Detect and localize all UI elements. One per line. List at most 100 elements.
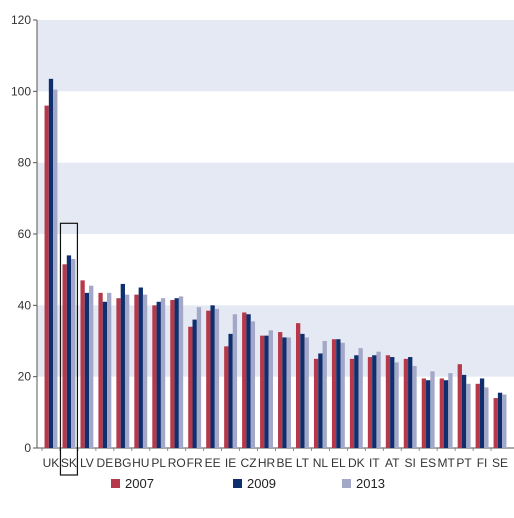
bar-EE-2009 — [210, 305, 215, 448]
bar-CZ-2013 — [250, 321, 256, 448]
grid-band — [37, 20, 514, 92]
bar-AT-2013 — [394, 362, 399, 448]
bar-UK-2013 — [53, 89, 58, 449]
x-tick-label: DK — [348, 456, 365, 470]
bar-LT-2013 — [304, 337, 309, 448]
bar-CZ-2007 — [242, 312, 247, 448]
bar-NL-2009 — [318, 353, 323, 448]
x-tick-label: EL — [331, 456, 346, 470]
x-tick-label: UK — [43, 456, 60, 470]
x-tick-label: SE — [492, 456, 508, 470]
bar-SE-2013 — [502, 394, 507, 448]
bar-DE-2009 — [102, 301, 108, 448]
legend-swatch-2013 — [342, 479, 351, 488]
highlight-box — [59, 222, 79, 476]
legend: 2007 2009 2013 — [111, 476, 385, 491]
bar-FI-2007 — [475, 383, 480, 448]
y-tick-label: 120 — [11, 13, 31, 27]
bar-LT-2007 — [295, 323, 301, 448]
bar-EL-2007 — [331, 339, 337, 448]
bar-HU-2009 — [138, 287, 143, 448]
bar-UK-2007 — [44, 105, 49, 448]
bar-SK-2013 — [71, 258, 76, 448]
bar-EL-2013 — [340, 342, 345, 448]
bar-IT-2013 — [376, 351, 381, 448]
bar-SI-2009 — [408, 357, 413, 448]
bar-PL-2009 — [156, 301, 161, 448]
bar-PT-2009 — [461, 374, 467, 448]
x-tick-label: FR — [187, 456, 203, 470]
bar-IE-2009 — [228, 333, 233, 448]
bar-FR-2007 — [188, 326, 193, 448]
bar-SE-2007 — [493, 398, 498, 448]
bar-ES-2009 — [426, 380, 431, 448]
bar-HU-2007 — [134, 294, 139, 448]
legend-label-2009: 2009 — [247, 476, 276, 491]
x-tick-label: IT — [369, 456, 380, 470]
bar-PT-2013 — [466, 383, 471, 448]
y-tick-label: 80 — [18, 156, 32, 170]
legend-swatch-2007 — [111, 479, 120, 488]
x-tick-label: MT — [437, 456, 455, 470]
y-tick-label: 100 — [11, 84, 31, 98]
bar-MT-2013 — [448, 373, 453, 448]
x-tick-label: RO — [168, 456, 186, 470]
bar-EL-2009 — [336, 339, 341, 448]
y-tick-label: 0 — [24, 441, 31, 455]
bar-NL-2007 — [313, 358, 319, 448]
legend-swatch-2009 — [233, 479, 242, 488]
bar-BG-2013 — [124, 294, 130, 448]
bar-RO-2013 — [178, 296, 184, 448]
x-tick-label: SI — [405, 456, 416, 470]
bar-FI-2009 — [479, 378, 485, 448]
x-tick-label: CZ — [241, 456, 257, 470]
bar-HR-2009 — [264, 335, 269, 448]
bar-RO-2009 — [174, 298, 179, 448]
x-tick-label: AT — [385, 456, 400, 470]
bar-BG-2009 — [120, 283, 125, 448]
x-axis-labels: UK SK LV DE BG HU PL RO FR EE IE CZ HR BE LT NL EL DK IT AT… — [43, 456, 508, 470]
bar-NL-2013 — [322, 341, 327, 448]
y-tick-label: 20 — [18, 370, 32, 384]
bars — [41, 78, 507, 451]
bar-BE-2013 — [286, 337, 291, 448]
bar-IE-2013 — [232, 314, 238, 448]
legend-label-2013: 2013 — [356, 476, 385, 491]
bar-MT-2009 — [443, 380, 449, 448]
bar-SK-2007 — [62, 264, 67, 448]
x-tick-label: SK — [61, 456, 77, 470]
bar-EE-2013 — [214, 308, 220, 448]
bar-UK-2009 — [48, 78, 54, 448]
x-tick-label: EE — [205, 456, 221, 470]
bar-HR-2013 — [268, 330, 273, 448]
bar-DE-2007 — [98, 292, 103, 448]
bar-FR-2009 — [192, 319, 197, 448]
y-tick-label: 40 — [18, 298, 32, 312]
x-tick-label: ES — [420, 456, 436, 470]
bar-BE-2007 — [278, 332, 283, 448]
bar-HR-2007 — [260, 335, 265, 448]
bar-HU-2013 — [142, 294, 148, 448]
bar-RO-2007 — [170, 299, 175, 448]
grid-bands — [37, 20, 514, 377]
bar-AT-2007 — [385, 355, 391, 448]
x-tick-label: IE — [225, 456, 236, 470]
bar-DK-2013 — [358, 348, 363, 448]
legend-label-2007: 2007 — [125, 476, 154, 491]
bar-ES-2013 — [430, 371, 435, 448]
x-tick-label: HR — [258, 456, 276, 470]
bar-IT-2009 — [372, 355, 377, 448]
x-tick-label: NL — [313, 456, 329, 470]
bar-DK-2009 — [354, 355, 359, 448]
bar-IE-2007 — [224, 346, 229, 448]
bar-SI-2013 — [412, 365, 417, 448]
x-tick-label: PL — [151, 456, 166, 470]
bar-SK-2009 — [66, 255, 72, 448]
bar-MT-2007 — [439, 378, 444, 448]
x-tick-label: BE — [276, 456, 292, 470]
x-tick-label: DE — [97, 456, 114, 470]
bar-IT-2007 — [367, 357, 373, 448]
bar-PL-2007 — [152, 305, 157, 448]
bar-LV-2013 — [89, 285, 94, 448]
